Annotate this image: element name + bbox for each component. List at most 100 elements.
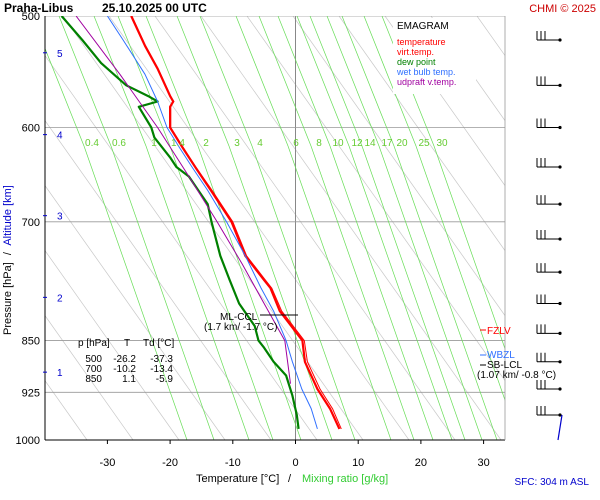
mixing-ratio-label: 8	[316, 138, 322, 149]
x-axis-title-sep: /	[288, 473, 292, 485]
wind-barb	[536, 76, 562, 87]
mixing-ratio-label: 6	[293, 138, 299, 149]
y-axis-title-sep: /	[2, 251, 14, 255]
surface-info: SFC: 304 m ASL	[515, 477, 590, 488]
table-cell: -26.2	[113, 354, 136, 365]
mixing-ratio-line	[258, 16, 312, 147]
y-tick-label: 500	[22, 11, 40, 23]
series-line-virt-temp-	[131, 16, 342, 430]
table-header-t: T	[124, 338, 130, 349]
mixing-ratio-label: 3	[234, 138, 240, 149]
x-tick-label: 10	[352, 457, 364, 469]
mixing-ratio-line	[277, 16, 331, 147]
legend-item-wet-bulb: wet bulb temp.	[396, 67, 456, 77]
mixing-ratio-line	[251, 145, 356, 440]
mixing-ratio-line	[341, 16, 395, 147]
mixing-ratio-line	[235, 16, 289, 147]
wind-barb	[536, 195, 562, 206]
ml-ccl-values: (1.7 km/ -1.7 °C)	[204, 322, 277, 333]
wind-barb	[536, 230, 562, 241]
mixing-ratio-line	[58, 16, 112, 147]
adiabat-line	[45, 119, 272, 440]
mixing-ratio-label: 25	[418, 138, 430, 149]
mixing-ratio-line	[228, 145, 333, 440]
altitude-tick-label: 2	[57, 293, 63, 304]
adiabat-line	[292, 16, 505, 317]
mixing-ratio-line	[45, 47, 85, 147]
mixing-ratio-line	[176, 16, 230, 147]
wind-barb	[536, 352, 562, 364]
mixing-ratio-line	[287, 145, 392, 440]
x-axis-title-mix: Mixing ratio [g/kg]	[302, 473, 388, 485]
adiabat-line	[45, 315, 134, 440]
legend-box	[393, 18, 476, 94]
axes-layer: 0.4 0.6 1 1.4 2 3 4 6 8 10 12 14 17 20 25 3050060070085…	[16, 11, 506, 469]
mixing-ratio-label: 10	[332, 138, 344, 149]
mixing-ratio-line	[361, 145, 466, 440]
legend-item-virt-temp: virt.temp.	[397, 47, 434, 57]
adiabat-line	[45, 250, 180, 440]
mixing-ratio-label: 14	[364, 138, 376, 149]
y-tick-label: 925	[22, 387, 40, 399]
y-axis-title-altitude: Altitude [km]	[2, 185, 14, 246]
table-header-td: Td [°C]	[143, 338, 174, 349]
mixing-ratio-line	[415, 145, 505, 402]
fzlv-label: FZLV	[487, 326, 511, 337]
surface-wind-arrow	[557, 414, 563, 441]
y-axis-title-pressure: Pressure [hPa]	[2, 262, 14, 335]
mixing-ratio-line	[310, 145, 415, 440]
adiabat-line	[45, 54, 318, 440]
table-cell: -5.9	[156, 374, 174, 385]
mixing-ratio-line	[393, 145, 498, 440]
altitude-tick-label: 5	[57, 49, 63, 60]
series-line-udpraft-v-temp-	[75, 16, 291, 384]
copyright-label: CHMI © 2025	[529, 3, 596, 15]
y-tick-label: 850	[22, 336, 40, 348]
mixing-ratio-line	[199, 16, 253, 147]
legend-item-dew-point: dew point	[397, 57, 436, 67]
adiabat-line	[246, 16, 505, 382]
mixing-ratio-line	[326, 16, 380, 147]
x-tick-label: -30	[99, 457, 115, 469]
wbzl-label: WBZL	[487, 350, 515, 361]
wind-barb	[536, 263, 562, 274]
altitude-tick-label: 4	[57, 131, 63, 142]
legend-item-temperature: temperature	[397, 37, 446, 47]
x-tick-label: -10	[225, 457, 241, 469]
wind-barbs	[536, 30, 563, 441]
series-line-dew-point	[60, 16, 300, 430]
series-layer	[60, 16, 342, 430]
mixing-ratio-label: 4	[257, 138, 263, 149]
table-cell: 700	[85, 364, 102, 375]
mixing-ratio-label: 12	[351, 138, 363, 149]
mixing-ratio-line	[329, 145, 434, 440]
adiabat-line	[108, 16, 410, 440]
ml-ccl-label: ML-CCL	[220, 312, 258, 323]
mixing-ratio-line	[110, 145, 215, 440]
mixing-ratio-line	[169, 145, 274, 440]
svg-text:Pressure [hPa] / A: Pressure [hPa] / Altitude [km]	[2, 185, 14, 335]
adiabat-line	[200, 16, 502, 440]
wind-barb	[536, 158, 562, 169]
mixing-ratio-line	[117, 16, 171, 147]
table-cell: 500	[85, 354, 102, 365]
wind-barb	[536, 30, 562, 42]
mixing-ratio-line	[296, 16, 350, 147]
station-name: Praha-Libus	[4, 1, 74, 15]
mixing-ratio-label: 2	[203, 138, 209, 149]
adiabat-line	[45, 184, 226, 440]
y-tick-label: 600	[22, 123, 40, 135]
mixing-ratio-label: 1.4	[171, 138, 185, 149]
legend-title: EMAGRAM	[397, 21, 449, 32]
mixing-ratio-line	[309, 16, 363, 147]
series-line-temperature	[130, 16, 341, 430]
mixing-ratio-line	[145, 145, 250, 440]
table-cell: -37.3	[150, 354, 173, 365]
wind-barb	[536, 118, 562, 130]
datetime-label: 25.10.2025 00 UTC	[102, 1, 207, 15]
x-tick-label: 20	[415, 457, 427, 469]
x-tick-label: 0	[292, 457, 298, 469]
mixing-ratio-line	[83, 145, 188, 440]
table-header-p: p [hPa]	[78, 338, 110, 349]
